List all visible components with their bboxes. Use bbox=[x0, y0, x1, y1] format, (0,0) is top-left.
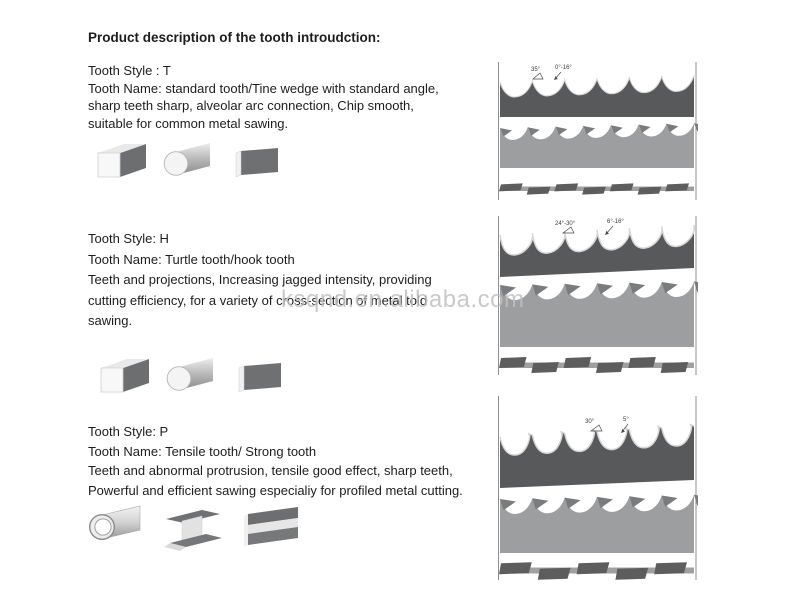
h-beam-icon bbox=[244, 507, 298, 547]
description-line: sharp teeth sharp, alveolar arc connecti… bbox=[88, 98, 414, 113]
blade-top-view-base bbox=[500, 362, 694, 368]
square-bar-icon bbox=[97, 144, 146, 178]
description-line: suitable for common metal sawing. bbox=[88, 115, 289, 131]
tooth-style-line: Tooth Style: H bbox=[88, 231, 169, 246]
page-title: Product description of the tooth introud… bbox=[88, 30, 381, 45]
blade-wave-view bbox=[500, 281, 694, 347]
tooth-edge-highlight bbox=[499, 423, 695, 456]
angle-wedge-glyph bbox=[589, 424, 603, 432]
flat-bar-icon bbox=[238, 363, 281, 393]
tooth-edge-highlight bbox=[499, 74, 695, 98]
blade-wave-view bbox=[500, 494, 694, 553]
tooth-edge-highlight bbox=[499, 224, 695, 256]
material-icons-row-p bbox=[84, 500, 310, 556]
tooth-profile-figure-t: 35° 0°-16° bbox=[497, 58, 698, 203]
rake-angle-label: 6°-16° bbox=[607, 219, 624, 225]
blade-side-view bbox=[500, 424, 694, 488]
material-icons-row-t bbox=[92, 139, 284, 185]
pipe-icon bbox=[88, 505, 141, 541]
tooth-angle-label: 24°-30° bbox=[555, 221, 576, 227]
tooth-style-line: Tooth Style: P bbox=[88, 424, 169, 439]
square-bar-icon bbox=[100, 359, 149, 393]
blade-side-view bbox=[500, 224, 695, 277]
arrowhead bbox=[554, 76, 558, 80]
tooth-name-line: Tooth Name: standard tooth/Tine wedge wi… bbox=[88, 80, 439, 96]
description-line: sawing. bbox=[88, 313, 133, 329]
section-tooth-style-t: Tooth Style : T Tooth Name: standard too… bbox=[88, 62, 528, 132]
description-line: cutting efficiency, for a variety of cro… bbox=[88, 292, 428, 308]
material-icons-row-h bbox=[95, 354, 287, 400]
tooth-crest-shading bbox=[500, 494, 698, 511]
tooth-name-line: Tooth Name: Turtle tooth/hook tooth bbox=[88, 251, 295, 267]
channel-beam-icon bbox=[164, 510, 222, 551]
tooth-angle-label: 30° bbox=[585, 419, 595, 425]
section-tooth-style-h: Tooth Style: H Tooth Name: Turtle tooth/… bbox=[88, 229, 528, 332]
round-bar-icon bbox=[166, 358, 213, 391]
description-line: Powerful and efficient sawing especialiy… bbox=[88, 482, 463, 498]
tooth-crest-shading bbox=[500, 281, 698, 297]
tooth-profile-figure-h: 24°-30° 6°-16° bbox=[497, 213, 698, 378]
description-line: Teeth and projections, Increasing jagged… bbox=[88, 272, 432, 288]
section-tooth-style-p: Tooth Style: P Tooth Name: Tensile tooth… bbox=[88, 422, 528, 500]
rake-angle-label: 5° bbox=[623, 417, 629, 423]
rake-angle-label: 0°-16° bbox=[555, 65, 572, 71]
blade-wave-view bbox=[500, 123, 694, 168]
angle-wedge-glyph bbox=[561, 226, 575, 234]
tooth-set-segments bbox=[499, 356, 689, 374]
tooth-set-segments bbox=[499, 183, 690, 195]
tooth-style-line: Tooth Style : T bbox=[88, 63, 171, 78]
description-line: Teeth and abnormal protrusion, tensile g… bbox=[88, 463, 453, 479]
round-bar-icon bbox=[163, 143, 210, 176]
tooth-profile-figure-p: 30° 5° bbox=[497, 393, 698, 583]
tooth-angle-label: 35° bbox=[531, 67, 541, 73]
angle-wedge-glyph bbox=[532, 72, 544, 80]
arrowhead bbox=[621, 428, 625, 433]
tooth-name-line: Tooth Name: Tensile tooth/ Strong tooth bbox=[88, 443, 317, 459]
blade-side-view bbox=[500, 75, 694, 117]
tooth-set-segments bbox=[499, 562, 688, 580]
arrowhead bbox=[605, 230, 609, 235]
flat-bar-icon bbox=[235, 148, 278, 178]
